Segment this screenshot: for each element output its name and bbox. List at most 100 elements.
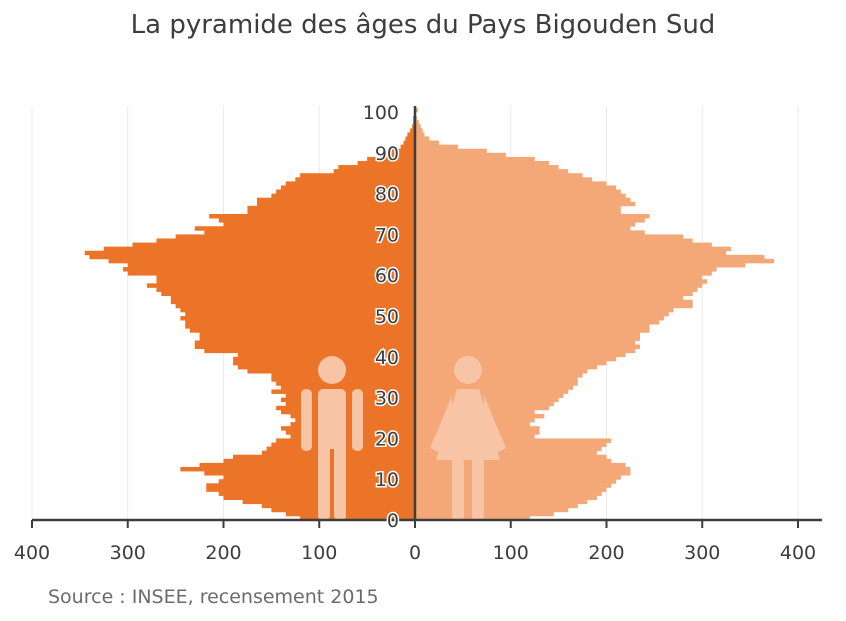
x-tick-label: 0: [409, 542, 421, 564]
bar-left-age-73: [218, 218, 415, 223]
bar-left-age-81: [280, 185, 415, 190]
source-note: Source : INSEE, recensement 2015: [48, 586, 379, 608]
age-tick-label: 100: [363, 102, 399, 124]
bar-right-age-13: [415, 462, 626, 468]
bar-right-age-72: [415, 222, 636, 227]
bar-right-age-81: [415, 185, 617, 190]
bar-right-age-100: [415, 107, 418, 113]
bar-left-age-63: [108, 258, 415, 264]
bar-right-age-6: [415, 491, 602, 496]
x-tick-label: 200: [588, 542, 624, 564]
bar-right-age-36: [415, 369, 588, 374]
bar-right-age-41: [415, 348, 636, 354]
bar-right-age-78: [415, 197, 631, 203]
x-tick-label: 100: [493, 542, 529, 564]
bar-right-age-2: [415, 507, 569, 513]
bar-left-age-71: [194, 226, 415, 231]
bar-right-age-53: [415, 299, 693, 305]
bar-right-age-46: [415, 328, 650, 333]
bar-left-age-8: [206, 483, 415, 488]
bar-right-age-16: [415, 450, 597, 456]
bar-left-age-93: [405, 136, 415, 141]
bar-right-age-59: [415, 275, 703, 280]
bar-left-age-86: [338, 165, 415, 170]
age-tick-label: 40: [375, 347, 399, 369]
axes: [31, 106, 822, 528]
bar-left-age-41: [204, 348, 415, 354]
bar-right-age-68: [415, 238, 693, 243]
bar-left-age-61: [122, 267, 416, 272]
bar-right-age-89: [415, 152, 506, 158]
bar-left-age-84: [300, 173, 415, 178]
bar-left-age-64: [89, 254, 415, 260]
female-icon: [430, 356, 506, 520]
bar-right-age-61: [415, 267, 717, 272]
bar-left-age-96: [412, 124, 415, 129]
population-pyramid-chart: 400 300 200 100 0 100 200 300 400 0 10 20 30 40 50 60 70…: [14, 101, 822, 564]
bar-right-age-91: [415, 144, 459, 150]
bar-right-age-64: [415, 254, 765, 260]
bar-right-age-48: [415, 320, 660, 325]
bar-right-age-1: [415, 511, 554, 517]
bar-left-age-79: [271, 193, 415, 199]
bar-right-age-50: [415, 311, 669, 317]
bar-right-age-73: [415, 218, 645, 223]
bar-right-age-76: [415, 205, 621, 211]
bar-left-age-29: [280, 397, 415, 403]
bar-left-age-57: [146, 283, 415, 288]
bar-right-age-38: [415, 360, 607, 366]
x-tick-label: 300: [110, 542, 146, 564]
bar-right-age-0: [415, 515, 530, 521]
bar-right-age-82: [415, 181, 607, 186]
bar-left-age-28: [285, 401, 415, 407]
bar-left-age-54: [170, 295, 415, 301]
bar-right-age-56: [415, 287, 698, 292]
bar-right-age-90: [415, 148, 487, 154]
bar-left-age-87: [357, 160, 415, 166]
bar-right-age-66: [415, 246, 731, 252]
bar-right-age-19: [415, 438, 612, 443]
bar-left-age-74: [209, 214, 415, 219]
bar-right-age-30: [415, 393, 564, 398]
bar-left-age-72: [223, 222, 415, 227]
age-tick-label: 50: [375, 306, 399, 328]
bar-left-age-9: [218, 479, 415, 484]
bar-left-age-47: [185, 324, 415, 329]
bar-right-age-80: [415, 189, 621, 194]
bar-left-age-65: [84, 250, 415, 256]
bar-left-age-95: [410, 128, 415, 133]
bar-right-age-84: [415, 173, 583, 178]
bar-right-age-11: [415, 471, 631, 476]
bar-right-age-54: [415, 295, 684, 301]
age-tick-label: 0: [387, 510, 399, 532]
bar-right-age-49: [415, 316, 664, 321]
bar-right-age-85: [415, 169, 569, 174]
age-tick-label: 30: [375, 388, 399, 410]
bar-left-age-75: [247, 209, 415, 215]
bar-right-age-69: [415, 234, 684, 239]
bar-left-age-68: [156, 238, 415, 243]
bar-left-age-83: [295, 177, 415, 182]
bar-left-age-60: [127, 271, 415, 276]
bar-right-age-47: [415, 324, 650, 329]
bar-left-age-48: [185, 320, 415, 325]
bar-left-age-59: [156, 275, 415, 280]
bar-right-age-8: [415, 483, 612, 488]
chart-title: La pyramide des âges du Pays Bigouden Su…: [130, 10, 716, 40]
bar-left-age-69: [175, 234, 415, 239]
bar-right-age-93: [415, 136, 430, 141]
bar-left-age-6: [218, 491, 415, 496]
bar-right-age-44: [415, 336, 641, 341]
bar-right-age-60: [415, 271, 712, 276]
bar-left-age-43: [194, 340, 415, 345]
bar-left-age-49: [180, 316, 415, 321]
bar-right-age-62: [415, 262, 746, 268]
bar-right-age-96: [415, 124, 421, 129]
bar-left-age-44: [199, 336, 415, 341]
bar-right-age-87: [415, 160, 550, 166]
bar-right-age-40: [415, 352, 626, 358]
bar-left-age-51: [180, 307, 415, 313]
bar-right-age-70: [415, 230, 645, 235]
bar-left-age-67: [132, 242, 415, 248]
bar-right-age-57: [415, 283, 703, 288]
